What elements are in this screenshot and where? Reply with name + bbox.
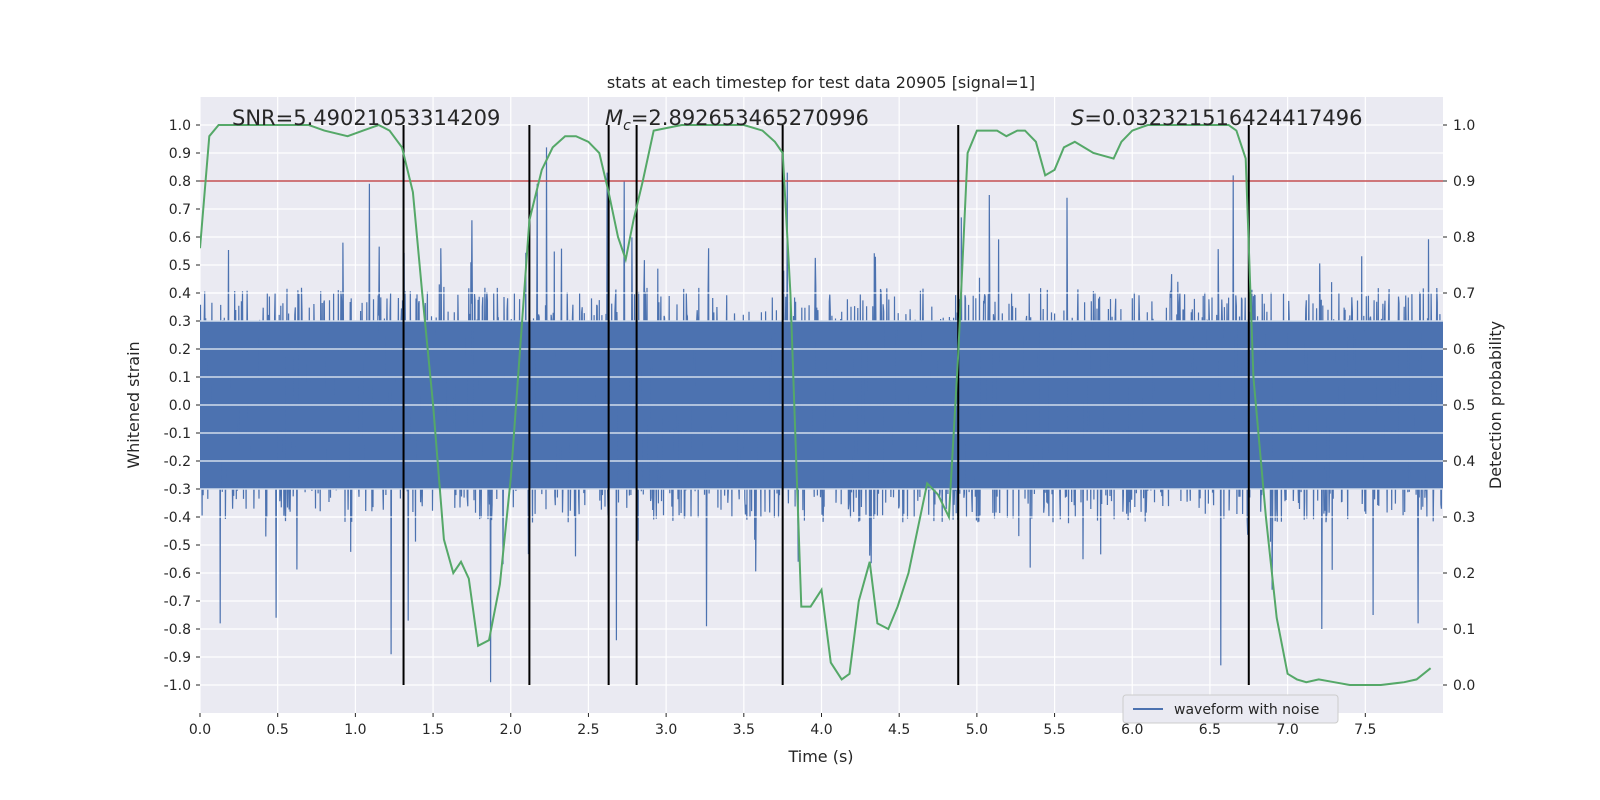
y-left-tick-label-7: -0.3: [164, 482, 191, 498]
y-right-tick-label-1: 0.1: [1453, 622, 1475, 638]
x-axis-label: Time (s): [787, 747, 853, 766]
snr-annotation: SNR=5.49021053314209: [232, 106, 500, 130]
chirp-mass-value: =2.892653465270996: [631, 106, 869, 130]
y-left-tick-label-2: -0.8: [164, 622, 191, 638]
y-left-tick-label-13: 0.3: [169, 314, 191, 330]
x-tick-label-4: 2.0: [500, 722, 522, 738]
y-left-tick-label-5: -0.5: [164, 538, 191, 554]
y-left-tick-label-9: -0.1: [164, 426, 191, 442]
spin-annotation: S=0.032321516424417496: [1071, 106, 1362, 130]
y-left-tick-label-6: -0.4: [164, 510, 191, 526]
y-left-tick-label-14: 0.4: [169, 286, 191, 302]
y-left-tick-label-10: 0.0: [169, 398, 191, 414]
y-right-tick-label-3: 0.3: [1453, 510, 1475, 526]
y-left-axis-label: Whitened strain: [124, 341, 143, 468]
legend-box: [1122, 694, 1339, 724]
y-right-tick-label-6: 0.6: [1453, 342, 1475, 358]
y-left-axis-ticks: -1.0 -0.9 -0.8 -0.7 -0.6 -0.5 -0.4 -0.3 -0.2 -0.1…: [164, 118, 200, 694]
x-axis-ticks: 0.0 0.5 1.0 1.5 2.0 2.5 3.0 3.5 4.0 4.5 5.0 5.5 6.0 6…: [189, 713, 1376, 738]
y-right-tick-label-9: 0.9: [1453, 174, 1475, 190]
x-tick-label-3: 1.5: [422, 722, 444, 738]
y-left-tick-label-1: -0.9: [164, 650, 191, 666]
x-tick-label-8: 4.0: [810, 722, 832, 738]
y-left-tick-label-0: -1.0: [164, 678, 191, 694]
x-tick-label-2: 1.0: [344, 722, 366, 738]
x-tick-label-12: 6.0: [1121, 722, 1143, 738]
probability-line: [200, 123, 1432, 686]
y-left-tick-label-16: 0.6: [169, 230, 191, 246]
y-right-axis-ticks: 0.0 0.1 0.2 0.3 0.4 0.5 0.6 0.7 0.8 0.9 1.0: [1443, 118, 1475, 694]
y-left-tick-label-11: 0.1: [169, 370, 191, 386]
y-left-tick-label-20: 1.0: [169, 118, 191, 134]
x-tick-label-5: 2.5: [577, 722, 599, 738]
x-tick-label-15: 7.5: [1354, 722, 1376, 738]
chart-title: stats at each timestep for test data 209…: [607, 73, 1035, 92]
x-tick-label-10: 5.0: [966, 722, 988, 738]
x-tick-label-14: 7.0: [1276, 722, 1298, 738]
chirp-mass-annotation: Mc=2.892653465270996: [605, 106, 869, 134]
x-tick-label-0: 0.0: [189, 722, 211, 738]
y-left-tick-label-19: 0.9: [169, 146, 191, 162]
x-tick-label-7: 3.5: [733, 722, 755, 738]
y-left-tick-label-17: 0.7: [169, 202, 191, 218]
y-left-tick-label-3: -0.7: [164, 594, 191, 610]
y-right-tick-label-7: 0.7: [1453, 286, 1475, 302]
y-left-tick-label-18: 0.8: [169, 174, 191, 190]
y-left-tick-label-4: -0.6: [164, 566, 191, 582]
x-tick-label-9: 4.5: [888, 722, 910, 738]
y-left-tick-label-15: 0.5: [169, 258, 191, 274]
x-tick-label-6: 3.0: [655, 722, 677, 738]
y-left-tick-label-12: 0.2: [169, 342, 191, 358]
y-right-tick-label-8: 0.8: [1453, 230, 1475, 246]
waveform-series: [200, 147, 1443, 683]
x-tick-label-11: 5.5: [1043, 722, 1065, 738]
y-right-tick-label-2: 0.2: [1453, 566, 1475, 582]
legend-label-waveform: waveform with noise: [1174, 702, 1319, 718]
y-right-tick-label-10: 1.0: [1453, 118, 1475, 134]
y-right-axis-label: Detection probability: [1486, 321, 1505, 489]
spin-value: =0.032321516424417496: [1084, 106, 1362, 130]
x-tick-label-13: 6.5: [1199, 722, 1221, 738]
y-right-tick-label-4: 0.4: [1453, 454, 1475, 470]
y-left-tick-label-8: -0.2: [164, 454, 191, 470]
y-right-tick-label-0: 0.0: [1453, 678, 1475, 694]
x-tick-label-1: 0.5: [267, 722, 289, 738]
y-right-tick-label-5: 0.5: [1453, 398, 1475, 414]
probability-series: [200, 123, 1432, 686]
chirp-mass-subscript: c: [623, 118, 631, 134]
chirp-mass-symbol: M: [605, 106, 623, 130]
legend: waveform with noise: [1122, 694, 1339, 724]
spin-symbol: S: [1071, 106, 1084, 130]
